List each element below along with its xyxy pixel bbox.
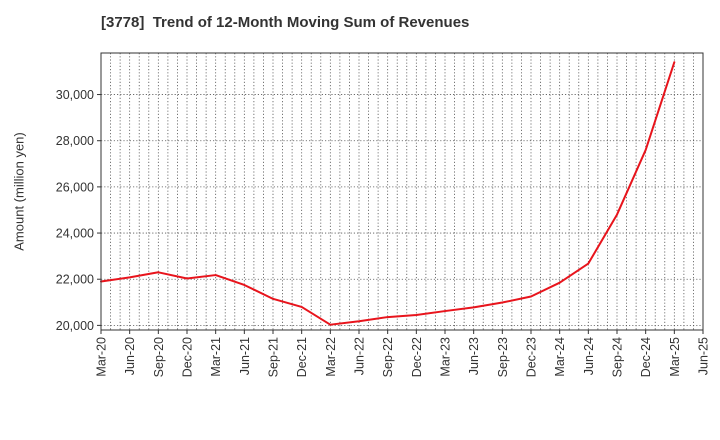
y-tick-label: 26,000 xyxy=(56,180,94,194)
x-tick-label: Dec-23 xyxy=(525,337,539,377)
x-tick-label: Mar-22 xyxy=(324,337,338,377)
y-tick-label: 24,000 xyxy=(56,227,94,241)
x-tick-label: Dec-24 xyxy=(639,337,653,377)
x-tick-label: Jun-24 xyxy=(582,337,596,375)
x-tick-labels: Mar-20 Jun-20 Sep-20 Dec-20 Mar-21 Jun-21 Sep-… xyxy=(95,330,711,377)
x-tick-label: Dec-21 xyxy=(295,337,309,377)
grid-lines xyxy=(101,53,703,330)
y-tick-label: 22,000 xyxy=(56,273,94,287)
x-tick-label: Dec-22 xyxy=(410,337,424,377)
x-tick-label: Jun-22 xyxy=(353,337,367,375)
x-tick-label: Mar-21 xyxy=(209,337,223,377)
x-tick-label: Mar-20 xyxy=(95,337,109,377)
x-tick-label: Jun-23 xyxy=(467,337,481,375)
x-tick-label: Sep-24 xyxy=(611,337,625,377)
y-tick-labels: 20,000 22,000 24,000 26,000 28,000 30,000 xyxy=(56,88,101,333)
y-tick-label: 28,000 xyxy=(56,134,94,148)
x-tick-label: Jun-25 xyxy=(697,337,711,375)
chart-title: [3778] Trend of 12-Month Moving Sum of R… xyxy=(101,14,470,31)
series-lines xyxy=(100,61,676,326)
x-tick-label: Mar-25 xyxy=(668,337,682,377)
x-tick-label: Sep-21 xyxy=(267,337,281,377)
revenue-series-line xyxy=(100,61,676,326)
x-tick-label: Mar-24 xyxy=(553,337,567,377)
x-tick-label: Sep-20 xyxy=(152,337,166,377)
y-axis-label: Amount (million yen) xyxy=(12,132,27,251)
x-tick-label: Jun-20 xyxy=(123,337,137,375)
x-tick-label: Jun-21 xyxy=(238,337,252,375)
y-tick-label: 20,000 xyxy=(56,319,94,333)
plot-frame xyxy=(100,52,704,331)
x-tick-label: Sep-23 xyxy=(496,337,510,377)
x-tick-label: Sep-22 xyxy=(381,337,395,377)
y-tick-label: 30,000 xyxy=(56,88,94,102)
x-tick-label: Dec-20 xyxy=(181,337,195,377)
x-tick-label: Mar-23 xyxy=(439,337,453,377)
